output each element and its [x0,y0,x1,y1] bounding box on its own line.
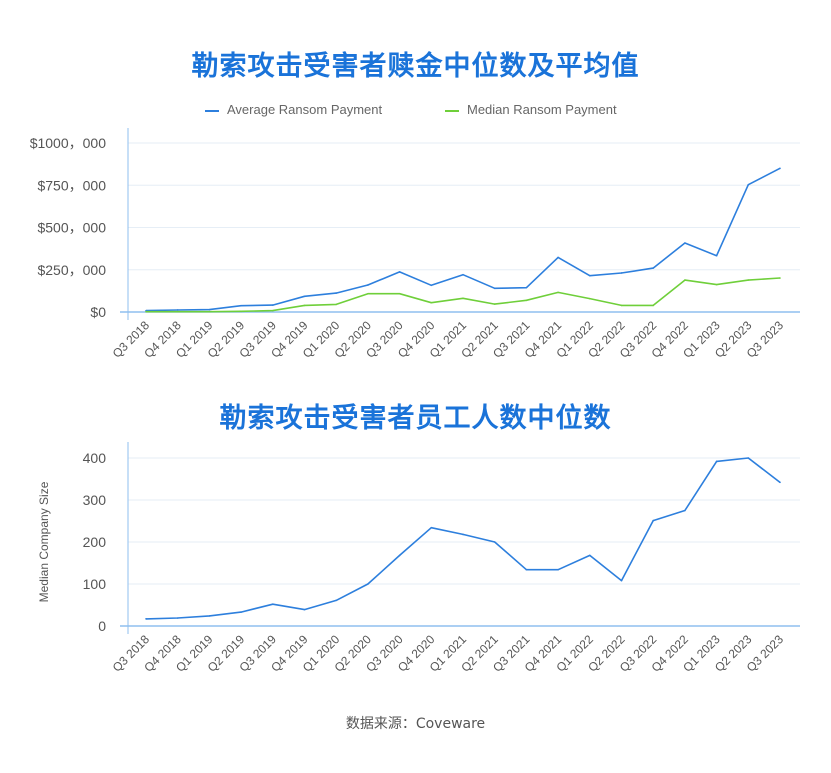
y-tick-label: 300 [83,492,107,508]
data-point [430,284,433,287]
chart2-title: 勒索攻击受害者员工人数中位数 [219,403,612,434]
chart1-title: 勒索攻击受害者赎金中位数及平均值 [191,51,640,82]
data-point [620,304,623,307]
data-point [589,297,591,300]
data-point [747,279,750,281]
legend-label-median: Median Ransom Payment [467,102,617,117]
data-point [303,304,306,307]
legend-swatch-average [205,109,219,112]
data-point [620,272,623,274]
data-point [525,568,528,571]
series-line-0-0 [145,167,781,312]
data-point [493,541,496,543]
legend-item-average: Average Ransom Payment [205,102,382,117]
data-point [145,310,147,313]
data-point [145,618,147,620]
data-point [557,291,559,294]
data-point [208,310,211,313]
data-point [335,292,338,294]
data-point [240,304,242,307]
data-point [493,287,496,290]
data-point [779,481,781,484]
data-point [272,309,274,312]
series-line-1-0 [145,457,781,620]
data-point [715,460,718,463]
data-point [272,603,274,605]
data-point [176,309,179,311]
y-tick-label: 0 [98,618,106,634]
data-point [652,519,654,522]
y-tick-label: 200 [83,534,107,550]
data-point [303,295,306,298]
data-point [525,299,528,302]
y-tick-label: $500，000 [37,220,106,236]
data-point [557,256,559,259]
data-point [589,554,591,557]
data-point [715,283,718,286]
legend-swatch-median [445,109,459,112]
data-point [652,304,654,307]
data-point [557,568,559,571]
data-point [303,608,306,611]
data-point [493,303,496,305]
data-point [462,273,464,276]
data-point [684,279,686,281]
data-point [747,457,750,459]
series-line-0-1 [146,277,781,313]
data-point [272,304,274,306]
data-point [620,579,623,582]
y-tick-label: $250，000 [37,262,106,278]
data-point [589,274,591,277]
data-point [208,308,211,311]
data-point [208,615,211,617]
data-point [652,267,654,269]
data-point [684,509,686,512]
data-point [398,554,401,557]
data-point [398,271,401,273]
data-point [430,526,433,529]
data-point [779,277,781,279]
data-point [525,286,528,289]
source-note: 数据来源：Coveware [345,716,486,732]
y-tick-label: $0 [90,304,106,320]
data-point [462,297,464,300]
data-point [367,292,369,295]
data-point [747,183,750,186]
legend-item-median: Median Ransom Payment [445,102,617,117]
y-tick-label: 400 [83,450,107,466]
y-axis-label: Median Company Size [37,481,51,602]
data-point [335,303,338,306]
y-tick-label: $750，000 [37,177,106,193]
y-tick-label: 100 [83,576,107,592]
data-point [367,284,369,286]
data-point [684,242,686,244]
data-point [779,167,781,170]
data-point [176,310,179,313]
y-tick-label: $1000，000 [30,135,107,151]
data-point [715,254,718,257]
data-point [462,533,464,536]
data-point [176,617,179,619]
data-point [367,583,369,585]
legend-label-average: Average Ransom Payment [227,102,383,117]
data-point [240,611,242,613]
data-point [430,301,433,304]
data-point [398,292,401,295]
data-point [240,310,242,313]
data-point [335,599,338,602]
